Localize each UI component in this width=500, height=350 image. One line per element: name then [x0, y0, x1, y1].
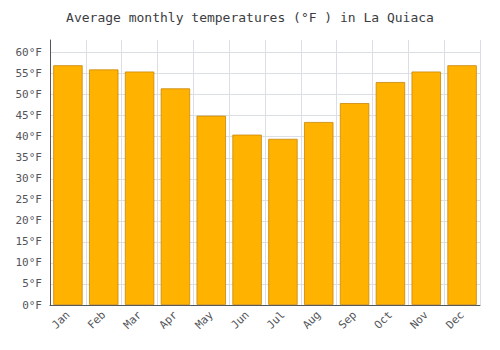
svg-text:60°F: 60°F [16, 46, 43, 59]
svg-text:Jun: Jun [228, 308, 251, 331]
svg-text:10°F: 10°F [16, 256, 43, 269]
svg-text:May: May [193, 308, 216, 331]
svg-text:50°F: 50°F [16, 88, 43, 101]
svg-text:20°F: 20°F [16, 214, 43, 227]
svg-text:25°F: 25°F [16, 193, 43, 206]
svg-text:15°F: 15°F [16, 235, 43, 248]
svg-text:Mar: Mar [121, 308, 144, 331]
svg-text:55°F: 55°F [16, 67, 43, 80]
svg-text:40°F: 40°F [16, 130, 43, 143]
svg-text:Jul: Jul [264, 308, 287, 331]
svg-text:Apr: Apr [157, 308, 180, 331]
svg-text:Sep: Sep [336, 308, 359, 331]
svg-text:Dec: Dec [443, 308, 466, 331]
svg-text:5°F: 5°F [22, 277, 42, 290]
svg-text:Nov: Nov [408, 308, 431, 331]
svg-text:Oct: Oct [372, 308, 395, 331]
svg-text:30°F: 30°F [16, 172, 43, 185]
svg-text:0°F: 0°F [22, 299, 42, 312]
svg-text:Aug: Aug [300, 308, 323, 331]
svg-text:Average monthly temperatures (: Average monthly temperatures (°F ) in La… [66, 10, 434, 25]
svg-text:Feb: Feb [85, 308, 108, 331]
svg-text:35°F: 35°F [16, 151, 43, 164]
svg-text:45°F: 45°F [16, 109, 43, 122]
svg-text:Jan: Jan [49, 308, 72, 331]
